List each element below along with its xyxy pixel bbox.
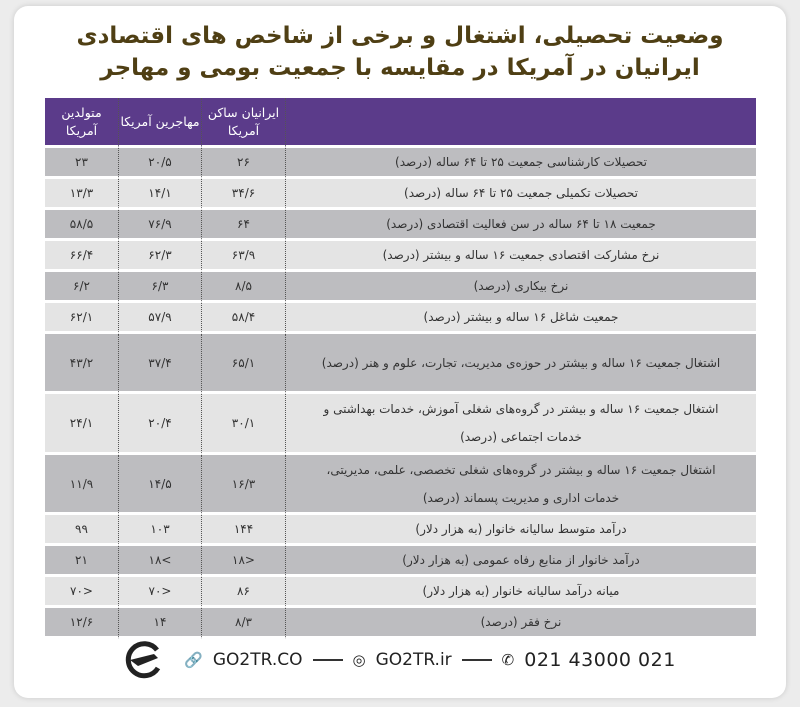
phone-number[interactable]: 021 43000 021 (524, 649, 676, 671)
metric-cell: نرخ فقر (درصد) (286, 608, 756, 639)
metric-cell: اشتغال جمعیت ۱۶ ساله و بیشتر در گروه‌های… (286, 455, 756, 515)
title-line-1: وضعیت تحصیلی، اشتغال و برخی از شاخص های … (76, 23, 724, 49)
iranians-cell: ۳۰/۱ (202, 394, 286, 455)
table-row: نرخ فقر (درصد) ۸/۳ ۱۴ ۱۲/۶ (45, 608, 756, 639)
immigrants-cell: ۲۰/۴ (119, 394, 202, 455)
iranians-cell: ۶۳/۹ (202, 241, 286, 272)
divider (461, 659, 492, 661)
immigrants-cell: ۳۷/۴ (119, 334, 202, 394)
metric-cell: تحصیلات کارشناسی جمعیت ۲۵ تا ۶۴ ساله (در… (286, 148, 756, 179)
iranians-cell: ۸/۵ (202, 272, 286, 303)
plane-logo-icon (126, 641, 161, 679)
table-row: درآمد خانوار از منابع رفاه عمومی (به هزا… (45, 546, 756, 577)
iranians-cell: ۱۴۴ (202, 515, 286, 546)
immigrants-cell: >۱۸ (119, 546, 202, 577)
natives-cell: ۵۸/۵ (45, 210, 119, 241)
metric-cell: جمعیت شاغل ۱۶ ساله و بیشتر (درصد) (286, 303, 756, 334)
iranians-cell: ۱۶/۳ (202, 455, 286, 515)
table-row: اشتغال جمعیت ۱۶ ساله و بیشتر در گروه‌های… (45, 455, 756, 515)
divider (312, 659, 343, 661)
metric-cell: اشتغال جمعیت ۱۶ ساله و بیشتر در حوزه‌ی م… (286, 334, 756, 394)
instagram-link[interactable]: GO2TR.ir (375, 650, 452, 670)
table-row: درآمد متوسط سالیانه خانوار (به هزار دلار… (45, 515, 756, 546)
iranians-cell: ۲۶ (202, 148, 286, 179)
immigrants-cell: ۲۰/۵ (119, 148, 202, 179)
metric-cell: درآمد متوسط سالیانه خانوار (به هزار دلار… (286, 515, 756, 546)
website-link[interactable]: GO2TR.CO (212, 650, 303, 670)
immigrants-cell: ۶۲/۳ (119, 241, 202, 272)
immigrants-cell: ۷۶/۹ (119, 210, 202, 241)
header-natives: متولدین آمریکا (45, 98, 119, 148)
header-immigrants: مهاجرین آمریکا (119, 98, 202, 148)
metric-cell: درآمد خانوار از منابع رفاه عمومی (به هزا… (286, 546, 756, 577)
header-metric (286, 98, 756, 148)
natives-cell: ۲۴/۱ (45, 394, 119, 455)
iranians-cell: ۸/۳ (202, 608, 286, 639)
immigrants-cell: ۱۴/۱ (119, 179, 202, 210)
table-row: جمعیت شاغل ۱۶ ساله و بیشتر (درصد) ۵۸/۴ ۵۷/… (45, 303, 756, 334)
table-row: نرخ مشارکت اقتصادی جمعیت ۱۶ ساله و بیشتر… (45, 241, 756, 272)
immigrants-cell: <۷۰ (119, 577, 202, 608)
table-row: جمعیت ۱۸ تا ۶۴ ساله در سن فعالیت اقتصادی… (45, 210, 756, 241)
table-header-row: ایرانیان ساکن آمریکا مهاجرین آمریکا متول… (45, 98, 756, 148)
natives-cell: ۶/۲ (45, 272, 119, 303)
immigrants-cell: ۶/۳ (119, 272, 202, 303)
iranians-cell: <۱۸ (202, 546, 286, 577)
metric-cell: تحصیلات تکمیلی جمعیت ۲۵ تا ۶۴ ساله (درصد… (286, 179, 756, 210)
table-row: تحصیلات تکمیلی جمعیت ۲۵ تا ۶۴ ساله (درصد… (45, 179, 756, 210)
table-row: اشتغال جمعیت ۱۶ ساله و بیشتر در گروه‌های… (45, 394, 756, 455)
natives-cell: <۷۰ (45, 577, 119, 608)
iranians-cell: ۶۴ (202, 210, 286, 241)
table-row: نرخ بیکاری (درصد) ۸/۵ ۶/۳ ۶/۲ (45, 272, 756, 303)
natives-cell: ۱۳/۳ (45, 179, 119, 210)
metric-cell: اشتغال جمعیت ۱۶ ساله و بیشتر در گروه‌های… (286, 394, 756, 455)
immigrants-cell: ۱۰۳ (119, 515, 202, 546)
page-title: وضعیت تحصیلی، اشتغال و برخی از شاخص های … (0, 20, 800, 84)
header-iranians: ایرانیان ساکن آمریکا (202, 98, 286, 148)
table-row: میانه درآمد سالیانه خانوار (به هزار دلار… (45, 577, 756, 608)
phone-icon: ✆ (501, 651, 515, 669)
metric-cell: جمعیت ۱۸ تا ۶۴ ساله در سن فعالیت اقتصادی… (286, 210, 756, 241)
footer: 🔗 GO2TR.CO ◎ GO2TR.ir ✆ 021 43000 021 (0, 641, 800, 679)
natives-cell: ۴۳/۲ (45, 334, 119, 394)
immigrants-cell: ۱۴/۵ (119, 455, 202, 515)
natives-cell: ۹۹ (45, 515, 119, 546)
iranians-cell: ۸۶ (202, 577, 286, 608)
table-row: تحصیلات کارشناسی جمعیت ۲۵ تا ۶۴ ساله (در… (45, 148, 756, 179)
natives-cell: ۲۱ (45, 546, 119, 577)
metric-cell: نرخ بیکاری (درصد) (286, 272, 756, 303)
natives-cell: ۶۶/۴ (45, 241, 119, 272)
natives-cell: ۱۱/۹ (45, 455, 119, 515)
metric-cell: میانه درآمد سالیانه خانوار (به هزار دلار… (286, 577, 756, 608)
table-row: اشتغال جمعیت ۱۶ ساله و بیشتر در حوزه‌ی م… (45, 334, 756, 394)
metric-cell: نرخ مشارکت اقتصادی جمعیت ۱۶ ساله و بیشتر… (286, 241, 756, 272)
iranians-cell: ۳۴/۶ (202, 179, 286, 210)
comparison-table: ایرانیان ساکن آمریکا مهاجرین آمریکا متول… (45, 98, 756, 639)
immigrants-cell: ۵۷/۹ (119, 303, 202, 334)
immigrants-cell: ۱۴ (119, 608, 202, 639)
natives-cell: ۲۳ (45, 148, 119, 179)
instagram-icon: ◎ (352, 651, 366, 669)
iranians-cell: ۵۸/۴ (202, 303, 286, 334)
natives-cell: ۱۲/۶ (45, 608, 119, 639)
link-icon: 🔗 (184, 651, 203, 669)
natives-cell: ۶۲/۱ (45, 303, 119, 334)
iranians-cell: ۶۵/۱ (202, 334, 286, 394)
title-line-2: ایرانیان در آمریکا در مقایسه با جمعیت بو… (100, 55, 700, 81)
